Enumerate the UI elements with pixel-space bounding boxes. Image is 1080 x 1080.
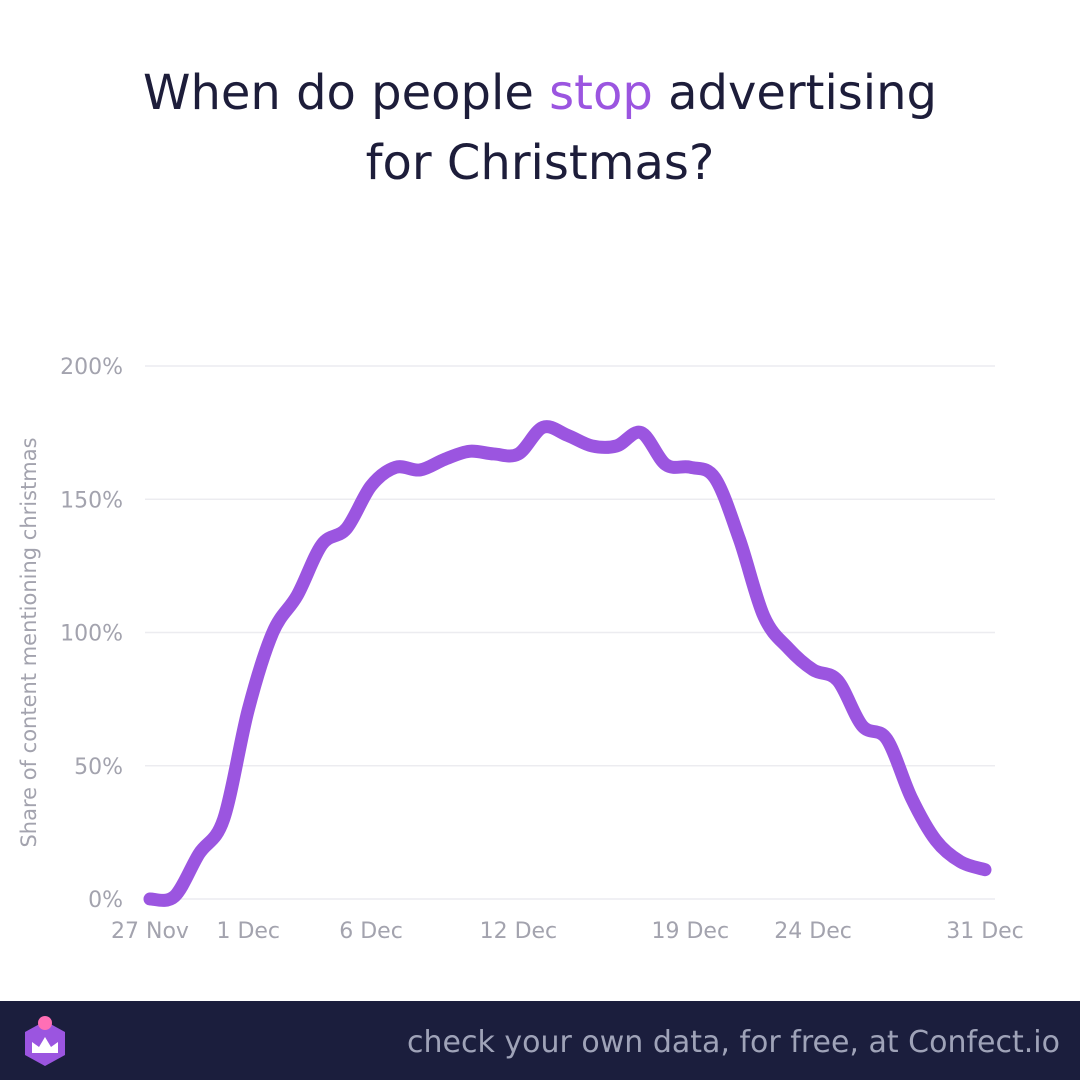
y-tick-label: 200% bbox=[60, 355, 123, 380]
y-tick-label: 50% bbox=[74, 755, 123, 780]
y-tick-label: 150% bbox=[60, 488, 123, 513]
y-tick-label: 0% bbox=[88, 888, 123, 913]
footer-text: check your own data, for free, at Confec… bbox=[407, 1025, 1060, 1060]
confect-logo-icon bbox=[25, 1016, 65, 1066]
x-tick-label: 19 Dec bbox=[652, 919, 730, 944]
footer-bar: check your own data, for free, at Confec… bbox=[0, 1001, 1080, 1080]
y-axis-label: Share of content mentioning christmas bbox=[17, 437, 41, 847]
title-line-2: for Christmas? bbox=[365, 135, 715, 191]
title-part-1: When do people bbox=[142, 65, 550, 121]
x-tick-label: 27 Nov bbox=[111, 919, 189, 944]
title-line-1: When do people stop advertising bbox=[0, 58, 1080, 128]
x-tick-label: 31 Dec bbox=[946, 919, 1024, 944]
x-tick-label: 1 Dec bbox=[216, 919, 280, 944]
y-tick-label: 100% bbox=[60, 622, 123, 647]
x-tick-label: 24 Dec bbox=[774, 919, 852, 944]
x-tick-label: 6 Dec bbox=[339, 919, 403, 944]
title-part-2: advertising bbox=[652, 65, 938, 121]
chart-title: When do people stop advertising for Chri… bbox=[0, 58, 1080, 198]
title-accent-word: stop bbox=[549, 65, 653, 121]
x-tick-label: 12 Dec bbox=[480, 919, 558, 944]
series-line bbox=[143, 420, 992, 907]
line-chart: 0% 50% 100% 150% 200% 27 Nov 1 Dec 6 Dec 12 Dec 1… bbox=[17, 355, 1024, 944]
